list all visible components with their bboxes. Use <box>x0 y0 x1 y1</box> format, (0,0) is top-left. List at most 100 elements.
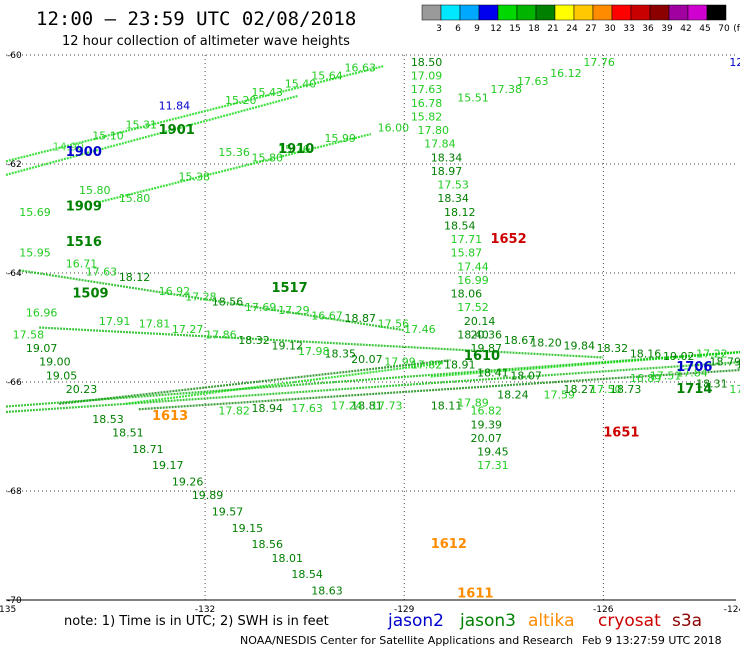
wave-height-value: 18.20 <box>736 358 740 371</box>
scale-swatch <box>516 4 537 21</box>
footer-credit: NOAA/NESDIS Center for Satellite Applica… <box>240 634 573 647</box>
wave-height-value: 19.87 <box>471 342 503 355</box>
time-label: 1901 <box>159 123 195 138</box>
x-tick-label: -132 <box>195 605 215 615</box>
wave-height-value: 18.53 <box>92 413 124 426</box>
wave-height-value: 18.32 <box>597 342 629 355</box>
time-label: 1517 <box>271 281 307 296</box>
wave-height-value: 18.50 <box>411 56 443 69</box>
time-labels: 1900 1901 1910 1909 1516 1509 1517 1652 1651 1610… <box>66 123 713 601</box>
wave-height-value: 15.43 <box>252 86 284 99</box>
wave-height-value: 15.80 <box>79 184 111 197</box>
wave-height-value: 18.56 <box>252 538 284 551</box>
wave-height-value: 20.07 <box>471 432 503 445</box>
wave-height-value: 12.15 <box>729 56 740 69</box>
wave-height-value: 18.71 <box>132 443 164 456</box>
wave-height-value: 14.90 <box>52 140 84 153</box>
scale-swatch <box>649 4 670 21</box>
scale-swatch <box>687 4 708 21</box>
wave-height-value: 15.80 <box>119 192 150 205</box>
wave-height-value: 19.05 <box>46 369 77 382</box>
time-label: 1610 <box>464 349 500 364</box>
time-label: 1714 <box>676 382 712 397</box>
wave-height-value: 18.12 <box>119 271 150 284</box>
wave-height-value: 18.91 <box>444 358 476 371</box>
wave-height-value: 18.56 <box>212 296 244 309</box>
y-tick-label: -62 <box>7 160 22 170</box>
wave-height-value: 19.39 <box>471 418 503 431</box>
wave-height-value: 17.56 <box>378 318 410 331</box>
wave-height-value: 16.71 <box>66 258 98 271</box>
time-label: 1612 <box>431 537 467 552</box>
wave-height-value: 19.02 <box>663 350 695 363</box>
wave-height-value: 18.79 <box>709 356 740 369</box>
grid <box>6 54 736 601</box>
scale-swatch <box>611 4 632 21</box>
scale-label: 33 <box>623 24 634 34</box>
wave-height-value: 18.81 <box>351 399 383 412</box>
scale-swatch <box>630 4 651 21</box>
wave-height-value: 17.98 <box>298 345 330 358</box>
wave-height-value: 17.29 <box>278 304 310 317</box>
wave-height-value: 18.27 <box>563 383 595 396</box>
wave-height-value: 16.82 <box>471 405 503 418</box>
wave-height-value: 18.87 <box>344 312 376 325</box>
wave-height-value: 19.57 <box>212 506 244 519</box>
time-label: 1909 <box>66 199 102 214</box>
time-label: 1651 <box>603 426 639 441</box>
wave-height-value: 15.40 <box>285 78 317 91</box>
wave-height-value: 19.84 <box>563 339 595 352</box>
scale-swatch <box>459 4 480 21</box>
wave-height-value: 17.82 <box>218 405 250 418</box>
scale-label: 27 <box>585 24 596 34</box>
wave-height-value: 16.12 <box>550 67 582 80</box>
wave-height-value: 17.50 <box>590 383 622 396</box>
scale-label: 9 <box>474 24 480 34</box>
wave-height-value: 18.94 <box>252 402 284 415</box>
wave-height-value: 18.11 <box>431 399 463 412</box>
wave-height-value: 17.38 <box>490 83 522 96</box>
scale-swatch <box>592 4 613 21</box>
wave-height-value: 17.80 <box>417 124 449 137</box>
track-line <box>138 368 740 411</box>
wave-height-value: 17.24 <box>331 399 363 412</box>
wave-height-value: 18.73 <box>610 383 642 396</box>
wave-height-value: 17.71 <box>451 233 483 246</box>
wave-height-value: 15.31 <box>125 119 157 132</box>
wave-height-value: 15.64 <box>311 70 343 83</box>
wave-height-value: 19.89 <box>192 489 224 502</box>
wave-height-value: 17.86 <box>205 328 237 341</box>
wave-height-value: 15.20 <box>225 94 257 107</box>
wave-height-value: 18.97 <box>431 165 463 178</box>
scale-swatch <box>478 4 499 21</box>
wave-height-value: 18.40 <box>457 328 489 341</box>
wave-height-value: 17.63 <box>411 83 443 96</box>
scale-label: 70 <box>718 24 730 34</box>
track-line <box>5 64 385 163</box>
wave-height-value: 18.51 <box>112 427 144 440</box>
wave-height-value: 18.54 <box>291 568 323 581</box>
x-tick-label: -124 <box>724 605 740 615</box>
legend-jason3: jason3 <box>459 611 516 631</box>
scale-swatch <box>421 4 442 21</box>
wave-height-value: 17.99 <box>384 356 416 369</box>
footer-timestamp: Feb 9 13:27:59 UTC 2018 <box>582 634 722 647</box>
x-tick-label: -126 <box>593 605 614 615</box>
x-tick-label: -135 <box>0 605 16 615</box>
scale-swatch <box>554 4 575 21</box>
x-tick-label: -129 <box>394 605 415 615</box>
wave-height-value: 17.44 <box>457 260 489 273</box>
track-line <box>58 359 451 405</box>
wave-height-value: 17.22 <box>696 347 728 360</box>
wave-height-value: 17.63 <box>517 75 549 88</box>
wave-height-value: 19.17 <box>152 459 184 472</box>
wave-height-value: 17.53 <box>437 179 469 192</box>
wave-height-value: 17.58 <box>13 328 45 341</box>
wave-height-value: 16.92 <box>159 285 191 298</box>
time-label: 1900 <box>66 145 102 160</box>
satellite-legend: jason2 jason3 altika cryosat s3a <box>387 611 702 631</box>
legend-jason2: jason2 <box>387 611 444 631</box>
scale-label: 45 <box>699 24 710 34</box>
